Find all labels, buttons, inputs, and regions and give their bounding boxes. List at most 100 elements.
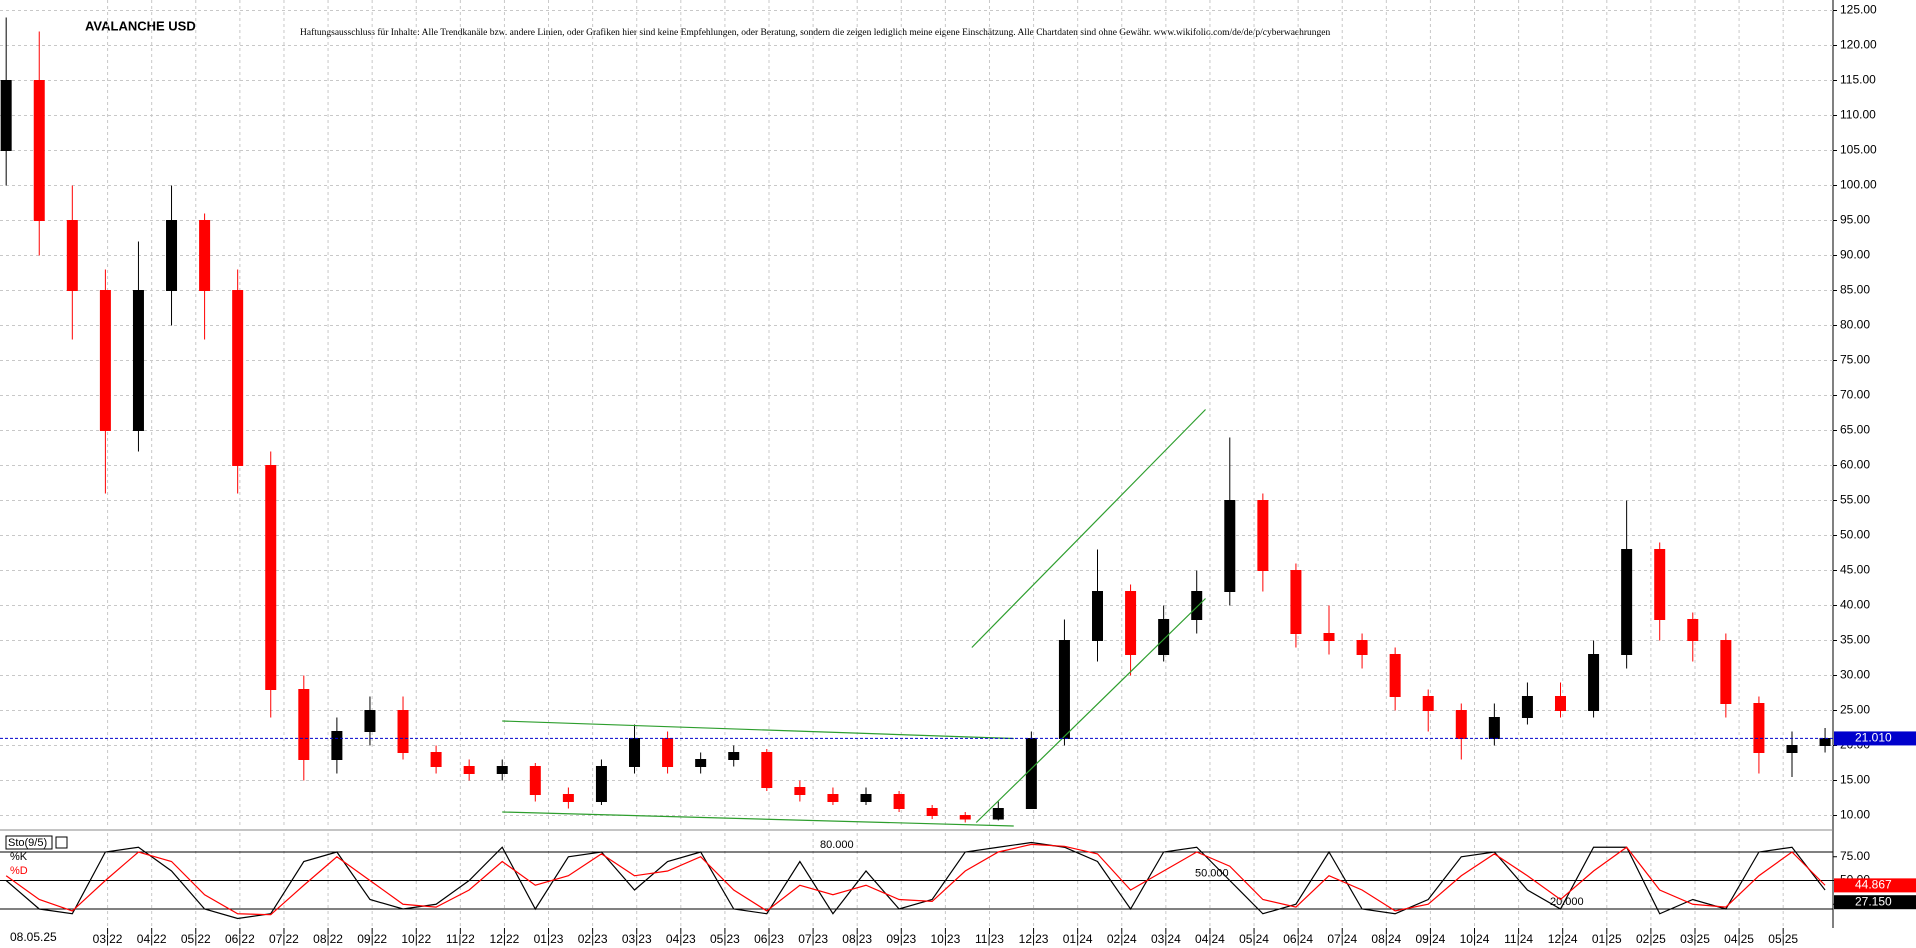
- candle-body: [562, 794, 574, 802]
- candle-body: [1158, 619, 1170, 655]
- candle-body: [860, 794, 872, 802]
- candle-body: [529, 766, 541, 795]
- candle-body: [1455, 710, 1467, 739]
- candle-body: [265, 465, 277, 690]
- candle-body: [397, 710, 409, 753]
- candle-body: [1191, 591, 1203, 620]
- candle-body: [728, 752, 740, 760]
- candle-body: [1058, 640, 1070, 739]
- x-tick-label: 10|22: [401, 932, 431, 946]
- x-tick-label: 01|25: [1592, 932, 1622, 946]
- x-tick-label: 07|23: [798, 932, 828, 946]
- x-tick-label: 10|24: [1460, 932, 1490, 946]
- candle-body: [1521, 696, 1533, 718]
- candle-body: [761, 752, 773, 788]
- candle-body: [893, 794, 905, 809]
- x-tick-label: 11|22: [446, 932, 475, 946]
- y-tick-label: 70.00: [1840, 388, 1870, 402]
- candle-body: [33, 80, 45, 221]
- x-tick-label: 12|23: [1019, 932, 1049, 946]
- candle-body: [232, 290, 244, 466]
- candle-body: [1488, 717, 1500, 739]
- x-tick-label: 05|23: [710, 932, 740, 946]
- candle-body: [629, 738, 641, 767]
- last-value-box: [1834, 895, 1916, 910]
- y-tick-label: 80.00: [1840, 318, 1870, 332]
- level-label: 80.000: [820, 839, 854, 851]
- x-tick-label: 05|24: [1239, 932, 1269, 946]
- candle-body: [331, 731, 343, 760]
- candle-body: [0, 80, 12, 151]
- y-tick-label: 100.00: [1840, 178, 1877, 192]
- candle-body: [1720, 640, 1732, 704]
- x-tick-label: 05|22: [181, 932, 211, 946]
- candle-body: [992, 808, 1004, 820]
- x-tick-label: 10|23: [930, 932, 960, 946]
- candle-body: [827, 794, 839, 802]
- y-tick-label: 85.00: [1840, 283, 1870, 297]
- candle-body: [1356, 640, 1368, 655]
- y-tick-label: 110.00: [1840, 108, 1876, 122]
- x-tick-label: 05|25: [1768, 932, 1798, 946]
- y-tick-label: 75.00: [1840, 849, 1870, 863]
- candle-body: [794, 787, 806, 795]
- candle-body: [199, 220, 211, 291]
- level-label: 50.000: [1195, 867, 1229, 879]
- trendline: [502, 811, 1014, 827]
- candle-body: [364, 710, 376, 732]
- x-tick-label: 02|25: [1636, 932, 1666, 946]
- stoch-line: [5, 843, 1826, 916]
- stoch-line: [5, 841, 1826, 920]
- legend-k: %K: [10, 851, 28, 863]
- trendline: [975, 598, 1206, 823]
- y-tick-label: 65.00: [1840, 423, 1870, 437]
- last-value-label: 44.867: [1855, 878, 1892, 892]
- y-tick-label: 90.00: [1840, 248, 1870, 262]
- x-tick-label: 03|22: [93, 932, 123, 946]
- x-tick-label: 02|23: [578, 932, 608, 946]
- indicator-button[interactable]: [55, 836, 68, 849]
- y-tick-label: 75.00: [1840, 353, 1870, 367]
- y-tick-label: 120.00: [1840, 38, 1877, 52]
- y-tick-label: 35.00: [1840, 633, 1870, 647]
- candle-body: [99, 290, 111, 431]
- x-tick-label: 06|23: [754, 932, 784, 946]
- chart-title: AVALANCHE USD: [85, 18, 196, 33]
- x-tick-label: 03|25: [1680, 932, 1710, 946]
- x-tick-label: 07|24: [1327, 932, 1357, 946]
- x-tick-label: 08|24: [1371, 932, 1401, 946]
- candle-body: [166, 220, 178, 291]
- candle-body: [1554, 696, 1566, 711]
- candle-body: [926, 808, 938, 816]
- y-tick-label: 105.00: [1840, 143, 1877, 157]
- x-tick-label: 04|24: [1195, 932, 1225, 946]
- y-tick-label: 25.00: [1840, 703, 1870, 717]
- y-tick-label: 55.00: [1840, 493, 1870, 507]
- x-tick-label: 09|22: [357, 932, 387, 946]
- candle-body: [1621, 549, 1633, 655]
- candle-body: [430, 752, 442, 767]
- last-price-box: [1834, 731, 1916, 746]
- candle-body: [1224, 500, 1236, 592]
- candle-body: [595, 766, 607, 802]
- y-tick-label: 95.00: [1840, 213, 1870, 227]
- x-tick-label: 09|24: [1416, 932, 1446, 946]
- x-tick-label: 12|22: [490, 932, 520, 946]
- candle-body: [695, 759, 707, 767]
- y-tick-label: 15.00: [1840, 773, 1870, 787]
- x-tick-label: 09|23: [886, 932, 916, 946]
- candle-body: [1753, 703, 1765, 753]
- last-price-label: 21.010: [1855, 731, 1892, 745]
- x-tick-label: 04|23: [666, 932, 696, 946]
- candle-body: [1588, 654, 1600, 711]
- candle-body: [1092, 591, 1104, 641]
- last-value-label: 27.150: [1855, 894, 1892, 908]
- x-tick-label: 12|24: [1548, 932, 1578, 946]
- y-tick-label: 30.00: [1840, 668, 1870, 682]
- x-tick-label: 04|25: [1724, 932, 1754, 946]
- x-tick-label: 01|24: [1063, 932, 1093, 946]
- y-tick-label: 50.00: [1840, 528, 1870, 542]
- candle-body: [132, 290, 144, 431]
